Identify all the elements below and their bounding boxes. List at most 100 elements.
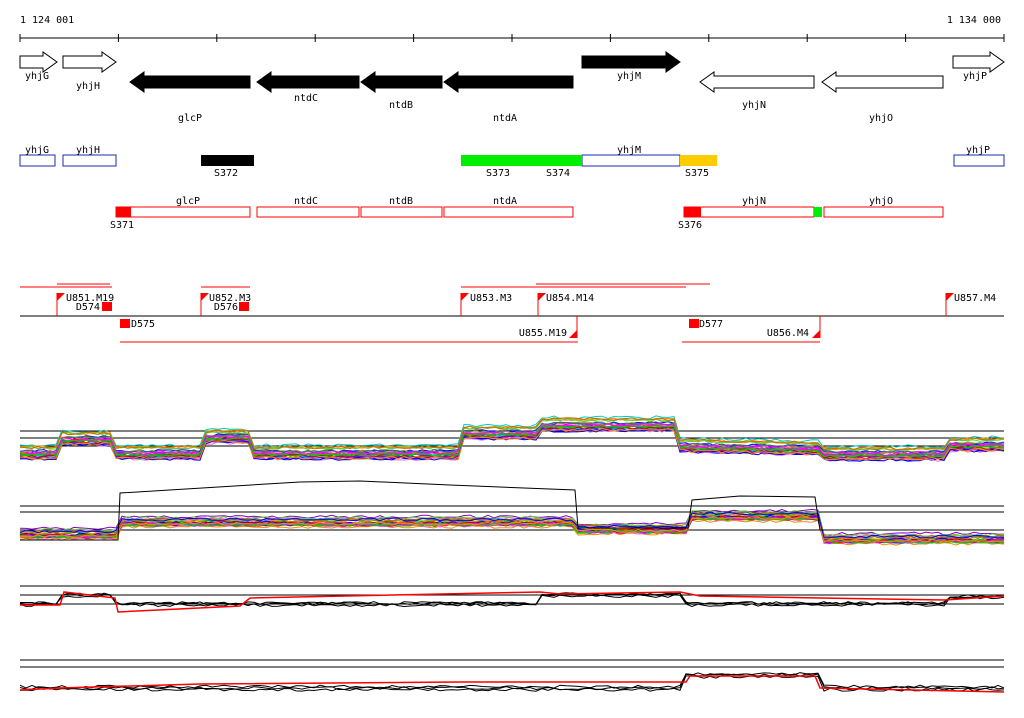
end-coordinate-label: 1 134 000 bbox=[947, 15, 1001, 26]
segment-label: S376 bbox=[678, 220, 702, 231]
transcript-label: yhjG bbox=[25, 145, 49, 156]
forward-transcript-yhjP[interactable]: yhjP bbox=[953, 145, 1005, 167]
transcript-label: ntdA bbox=[493, 196, 517, 207]
segment-S373[interactable]: S373 bbox=[461, 155, 536, 179]
upshift-U852.M3[interactable]: U852.M3 bbox=[200, 293, 251, 316]
segment-box bbox=[116, 207, 131, 217]
upshift-U851.M19[interactable]: U851.M19 bbox=[56, 293, 114, 316]
transcript-label: yhjO bbox=[869, 196, 893, 207]
reverse-transcript-ntdA[interactable]: ntdA bbox=[443, 196, 574, 218]
segment-box bbox=[461, 155, 536, 166]
reverse-transcript-yhjO[interactable]: yhjO bbox=[823, 196, 944, 218]
upshift-label: U851.M19 bbox=[66, 293, 114, 304]
expression-trace bbox=[19, 429, 1005, 462]
expression-trace bbox=[19, 594, 1005, 608]
reverse-segment-track: glcP ntdC ntdB ntdA yhjN yhjO S371 S376 bbox=[110, 196, 944, 231]
transcript-box bbox=[683, 206, 815, 218]
transcript-label: yhjN bbox=[742, 196, 766, 207]
gene-arrow bbox=[821, 71, 944, 93]
expression-trace bbox=[19, 516, 1005, 543]
expression-panel-4 bbox=[19, 659, 1005, 693]
gene-yhjO[interactable]: yhjO bbox=[821, 71, 944, 124]
transcript-box bbox=[953, 154, 1005, 167]
reverse-transcript-yhjN[interactable]: yhjN bbox=[683, 196, 815, 218]
gene-glcP[interactable]: glcP bbox=[129, 71, 251, 124]
expression-trace bbox=[19, 417, 1005, 451]
upshift-label: U856.M4 bbox=[767, 328, 809, 339]
downshift-D577[interactable]: D577 bbox=[689, 319, 723, 330]
gene-arrow bbox=[443, 71, 574, 93]
expression-trace bbox=[19, 519, 1005, 546]
gene-yhjH[interactable]: yhjH bbox=[62, 51, 117, 92]
expression-panels bbox=[19, 415, 1005, 693]
downshift-D576[interactable]: D576 bbox=[214, 302, 249, 313]
upshift-U854.M14[interactable]: U854.M14 bbox=[537, 293, 594, 316]
gene-label: ntdA bbox=[493, 113, 517, 124]
transcript-label: glcP bbox=[176, 196, 200, 207]
shift-marker-track: U851.M19 U852.M3 U853.M3 U854.M14 U857.M4 U85… bbox=[20, 283, 1004, 343]
segment-S375[interactable]: S375 bbox=[680, 155, 717, 179]
transcript-label: yhjH bbox=[76, 145, 100, 156]
gene-label: glcP bbox=[178, 113, 202, 124]
segment-S374[interactable]: S374 bbox=[536, 155, 582, 179]
marker-flag bbox=[201, 293, 209, 301]
expression-trace bbox=[19, 427, 1005, 461]
transcript-box bbox=[360, 206, 443, 218]
segment-box bbox=[814, 207, 822, 217]
gene-yhjG[interactable]: yhjG bbox=[19, 51, 58, 82]
gene-arrow bbox=[129, 71, 251, 93]
downshift-box bbox=[120, 319, 130, 328]
marker-flag bbox=[57, 293, 65, 301]
transcript-label: yhjM bbox=[617, 145, 641, 156]
transcript-box bbox=[19, 154, 56, 167]
gene-ntdB[interactable]: ntdB bbox=[360, 71, 443, 111]
reverse-transcript-ntdB[interactable]: ntdB bbox=[360, 196, 443, 218]
gene-arrow bbox=[581, 51, 681, 73]
segment-label: S371 bbox=[110, 220, 134, 231]
segment-S372[interactable]: S372 bbox=[201, 155, 254, 179]
expression-panel-2 bbox=[19, 480, 1005, 546]
start-coordinate-label: 1 124 001 bbox=[20, 15, 74, 26]
segment-box bbox=[201, 155, 254, 166]
transcript-label: yhjP bbox=[966, 145, 990, 156]
expression-trace bbox=[19, 592, 1005, 606]
expression-trace bbox=[19, 511, 1005, 539]
transcript-box bbox=[62, 154, 117, 167]
expression-trace bbox=[19, 674, 1005, 692]
forward-transcript-yhjM[interactable]: yhjM bbox=[581, 145, 681, 167]
upshift-U855.M19[interactable]: U855.M19 bbox=[519, 316, 578, 339]
downshift-box bbox=[102, 302, 112, 311]
reverse-transcript-ntdC[interactable]: ntdC bbox=[256, 196, 360, 218]
upshift-U853.M3[interactable]: U853.M3 bbox=[460, 293, 512, 316]
downshift-D574[interactable]: D574 bbox=[76, 302, 112, 313]
expression-trace bbox=[19, 417, 1005, 451]
gene-yhjN[interactable]: yhjN bbox=[699, 71, 815, 111]
gene-arrow bbox=[19, 51, 58, 73]
downshift-label: D577 bbox=[699, 319, 723, 330]
gene-ntdA[interactable]: ntdA bbox=[443, 71, 574, 124]
expression-trace bbox=[19, 511, 1005, 539]
upshift-U856.M4[interactable]: U856.M4 bbox=[767, 316, 821, 339]
transcript-box bbox=[115, 206, 251, 218]
segment-S376[interactable]: S376 bbox=[678, 207, 702, 231]
gene-yhjM[interactable]: yhjM bbox=[581, 51, 681, 82]
gene-ntdC[interactable]: ntdC bbox=[256, 71, 360, 104]
gene-arrow bbox=[256, 71, 360, 93]
segment-label: S374 bbox=[546, 168, 570, 179]
gene-arrow bbox=[360, 71, 443, 93]
segment-box bbox=[680, 155, 717, 166]
segment-expressed[interactable] bbox=[814, 207, 822, 217]
expression-panel-3 bbox=[19, 585, 1005, 613]
gene-label: yhjG bbox=[25, 71, 49, 82]
segment-S371[interactable]: S371 bbox=[110, 207, 134, 231]
forward-transcript-yhjH[interactable]: yhjH bbox=[62, 145, 117, 167]
gene-yhjP[interactable]: yhjP bbox=[952, 51, 1005, 82]
forward-transcript-yhjG[interactable]: yhjG bbox=[19, 145, 56, 167]
segment-box bbox=[684, 207, 701, 217]
upshift-U857.M4[interactable]: U857.M4 bbox=[945, 293, 996, 316]
downshift-D575[interactable]: D575 bbox=[120, 319, 155, 330]
reverse-transcript-glcP[interactable]: glcP bbox=[115, 196, 251, 218]
upshift-label: U855.M19 bbox=[519, 328, 567, 339]
